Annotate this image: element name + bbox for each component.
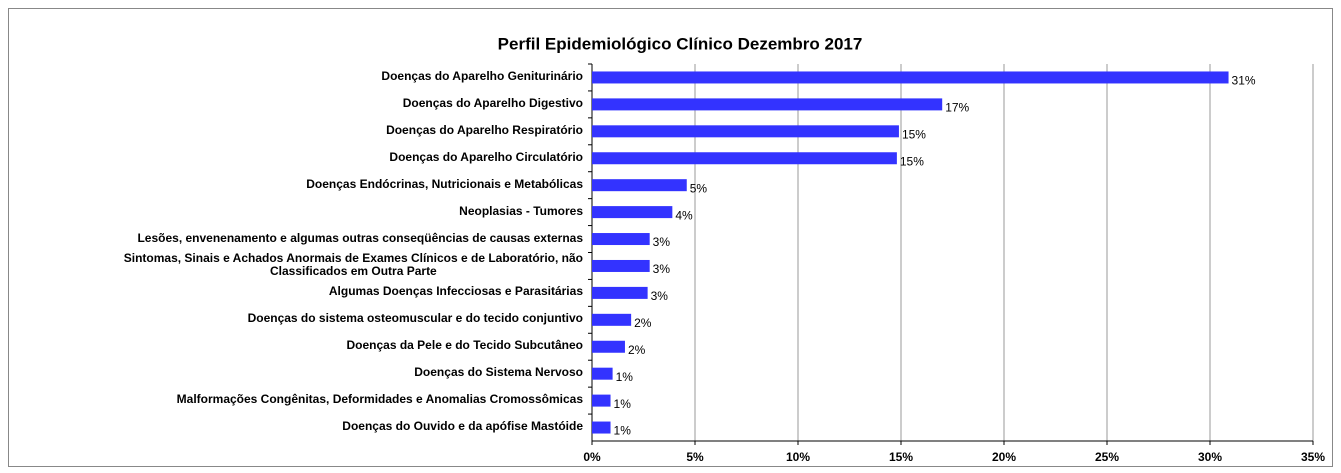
data-label: 4% <box>675 208 693 222</box>
bar <box>592 286 648 299</box>
x-tick-label: 0% <box>583 450 601 464</box>
data-label: 5% <box>690 181 708 195</box>
category-label: Doenças da Pele e do Tecido Subcutâneo <box>346 338 583 353</box>
data-label: 17% <box>945 101 969 115</box>
chart-title: Perfil Epidemiológico Clínico Dezembro 2… <box>498 34 863 53</box>
x-tick-label: 20% <box>992 450 1016 464</box>
bar <box>592 367 613 380</box>
bar <box>592 313 632 326</box>
chart-frame <box>8 8 1333 467</box>
bar <box>592 98 943 111</box>
x-tick-label: 35% <box>1301 450 1325 464</box>
bar <box>592 152 897 165</box>
category-label: Doenças do Aparelho Respiratório <box>386 122 583 137</box>
data-label: 3% <box>651 289 669 303</box>
data-label: 1% <box>614 424 632 438</box>
bar <box>592 206 673 219</box>
data-label: 15% <box>902 127 926 141</box>
category-label: Doenças do Aparelho Digestivo <box>402 95 583 110</box>
x-tick-label: 25% <box>1095 450 1119 464</box>
category-label: Malformações Congênitas, Deformidades e … <box>176 392 583 407</box>
category-label: Neoplasias - Tumores <box>459 203 583 218</box>
category-label: Sintomas, Sinais e Achados Anormais de E… <box>123 250 583 278</box>
bar <box>592 71 1229 84</box>
x-tick-label: 5% <box>686 450 704 464</box>
category-label: Algumas Doenças Infecciosas e Parasitári… <box>328 284 583 299</box>
x-tick-label: 30% <box>1198 450 1222 464</box>
category-label: Doenças Endócrinas, Nutricionais e Metab… <box>306 176 583 191</box>
data-label: 31% <box>1232 74 1256 88</box>
data-label: 3% <box>653 262 671 276</box>
x-tick-label: 10% <box>786 450 810 464</box>
category-label: Doenças do sistema osteomuscular e do te… <box>247 311 583 326</box>
category-label: Doenças do Ouvido e da apófise Mastóide <box>342 419 583 434</box>
bar <box>592 125 899 138</box>
bar <box>592 259 650 272</box>
data-label: 1% <box>616 370 634 384</box>
category-label: Doenças do Sistema Nervoso <box>414 365 583 380</box>
bar <box>592 421 611 434</box>
data-label: 2% <box>628 343 646 357</box>
x-tick-label: 15% <box>889 450 913 464</box>
bar <box>592 233 650 246</box>
category-label: Lesões, envenenamento e algumas outras c… <box>137 230 583 245</box>
data-label: 2% <box>634 316 652 330</box>
bar <box>592 394 611 407</box>
bar <box>592 340 625 353</box>
category-label: Doenças do Aparelho Geniturinário <box>381 68 583 83</box>
data-label: 3% <box>653 235 671 249</box>
category-label: Doenças do Aparelho Circulatório <box>389 149 583 164</box>
data-label: 1% <box>614 397 632 411</box>
data-label: 15% <box>900 154 924 168</box>
bar <box>592 179 687 192</box>
